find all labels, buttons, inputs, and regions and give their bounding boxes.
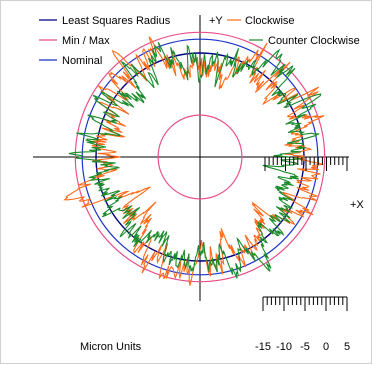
legend-right: Clockwise Counter Clockwise — [227, 15, 360, 47]
scale-tick-label: -10 — [276, 341, 292, 353]
legend-label-clockwise: Clockwise — [245, 15, 295, 27]
scale-tick-label: 5 — [344, 341, 350, 353]
y-axis-label: +Y — [209, 15, 223, 27]
legend-label-nominal: Nominal — [62, 55, 102, 67]
scale-tick-label: -15 — [255, 341, 271, 353]
min-circle — [157, 114, 243, 200]
x-axis-label: +X — [350, 199, 364, 211]
bottom-scale-labels: -15 -10 -5 0 5 — [255, 341, 350, 353]
legend-label-counter-clockwise: Counter Clockwise — [268, 35, 360, 47]
counter-clockwise-trace — [68, 42, 322, 279]
scale-tick-label: 0 — [323, 341, 329, 353]
legend-left: Least Squares Radius Min / Max Nominal — [39, 15, 171, 67]
units-label: Micron Units — [80, 341, 142, 353]
legend-label-min-max: Min / Max — [62, 35, 110, 47]
axis-scale-ruler — [264, 157, 348, 171]
legend-label-least-squares: Least Squares Radius — [62, 15, 171, 27]
scale-tick-label: -5 — [300, 341, 310, 353]
bottom-scale-ruler — [262, 296, 348, 311]
max-circle — [74, 31, 326, 283]
